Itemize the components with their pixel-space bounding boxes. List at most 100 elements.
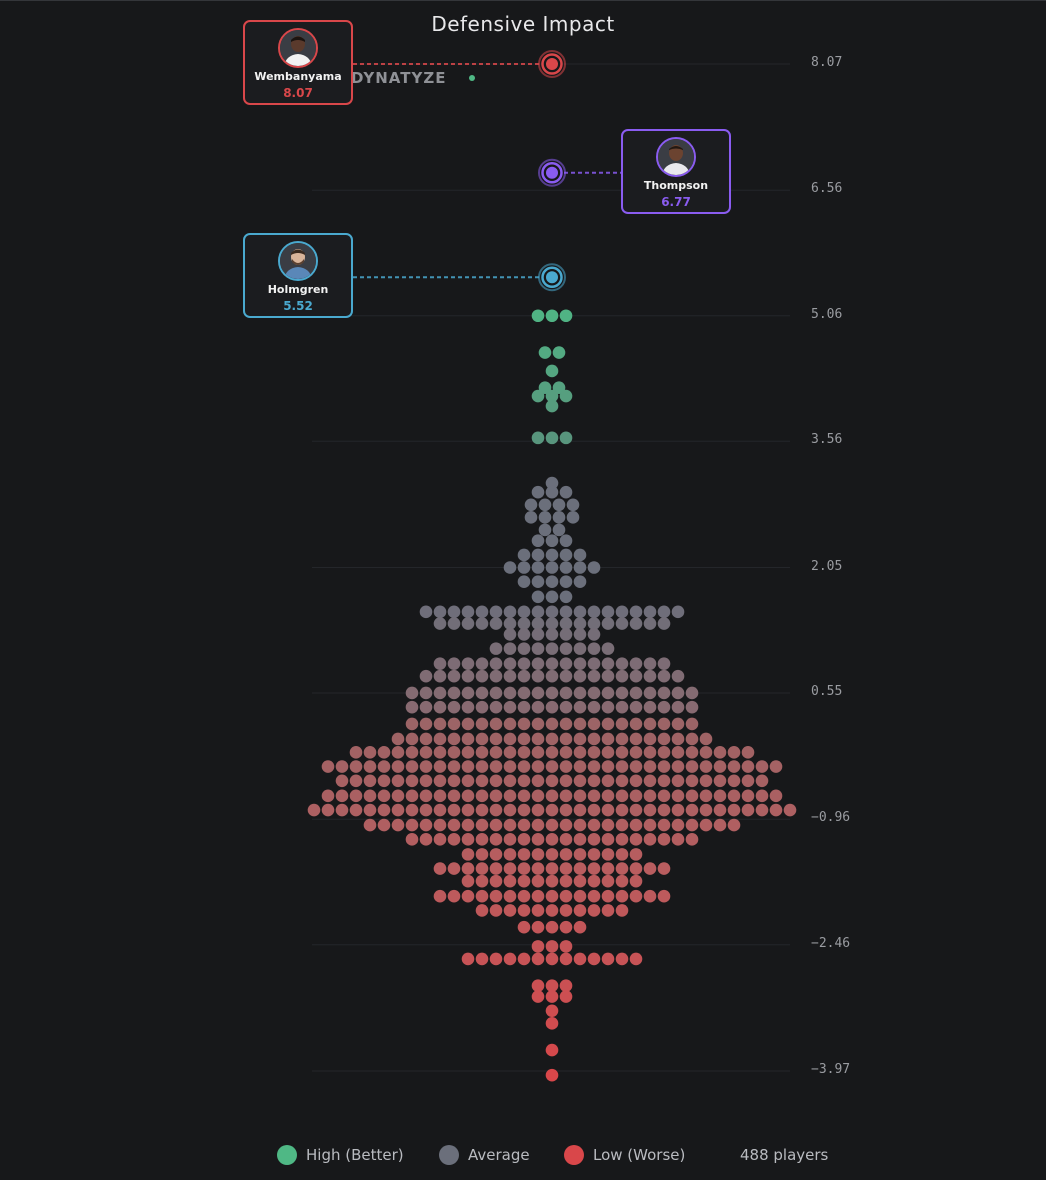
player-dot <box>517 848 531 861</box>
player-dot <box>741 774 755 788</box>
player-dot <box>643 818 657 832</box>
legend: High (Better) Average Low (Worse) 488 pl… <box>0 1145 1046 1167</box>
player-dot <box>601 862 615 875</box>
player-dot <box>538 523 552 537</box>
player-dot <box>531 548 545 562</box>
player-dot <box>489 904 503 917</box>
player-dot <box>321 760 335 773</box>
player-dot <box>545 561 559 574</box>
player-dot <box>531 309 545 323</box>
player-dot <box>559 803 573 817</box>
player-dot <box>601 686 615 700</box>
player-dot <box>685 803 699 817</box>
player-dot <box>559 590 573 604</box>
player-dot <box>615 686 629 700</box>
player-dot <box>545 548 559 562</box>
player-dot <box>419 700 433 714</box>
player-dot <box>461 833 475 846</box>
player-card-thompson[interactable]: Thompson 6.77 <box>621 129 731 214</box>
player-dot <box>615 657 629 670</box>
player-dot <box>489 700 503 714</box>
player-dot <box>377 760 391 773</box>
player-dot <box>503 889 517 903</box>
legend-item-average[interactable]: Average <box>439 1145 530 1165</box>
player-dot <box>615 874 629 888</box>
legend-item-low[interactable]: Low (Worse) <box>564 1145 685 1165</box>
player-dot <box>601 774 615 788</box>
player-dot <box>447 818 461 832</box>
player-dot <box>601 642 615 655</box>
player-dot <box>615 848 629 861</box>
player-dot <box>545 818 559 832</box>
player-dot <box>559 862 573 875</box>
highlight-ring <box>538 263 566 292</box>
player-dot <box>615 617 629 630</box>
player-dot <box>601 617 615 630</box>
player-dot <box>545 605 559 619</box>
player-dot <box>573 889 587 903</box>
player-dot <box>671 818 685 832</box>
player-dot <box>587 617 601 630</box>
player-dot <box>685 746 699 759</box>
player-dot <box>559 309 573 323</box>
player-dot <box>419 833 433 846</box>
player-dot <box>363 789 377 803</box>
player-dot <box>629 774 643 788</box>
player-dot <box>538 498 552 512</box>
player-dot <box>517 904 531 917</box>
player-dot <box>475 789 489 803</box>
player-dot <box>545 389 559 403</box>
player-dot <box>433 605 447 619</box>
player-dot <box>503 862 517 875</box>
player-dot <box>531 920 545 934</box>
player-dot <box>489 862 503 875</box>
player-dot <box>545 904 559 917</box>
player-dot <box>517 732 531 746</box>
player-dot <box>433 760 447 773</box>
player-dot <box>587 862 601 875</box>
player-dot <box>531 760 545 773</box>
player-dot <box>671 760 685 773</box>
player-dot <box>769 789 783 803</box>
player-dot <box>699 732 713 746</box>
player-card-wembanyama[interactable]: Wembanyama 8.07 <box>243 20 353 105</box>
player-dot <box>391 774 405 788</box>
player-dot <box>517 628 531 641</box>
highlight-ring <box>538 158 566 187</box>
player-dot <box>489 746 503 759</box>
player-dot <box>601 952 615 966</box>
player-dot <box>559 700 573 714</box>
player-dot <box>643 789 657 803</box>
player-dot <box>517 686 531 700</box>
highlight-ring <box>538 50 566 78</box>
player-avatar <box>656 137 696 177</box>
player-dot <box>489 889 503 903</box>
player-dot <box>545 669 559 683</box>
y-tick-label: 3.56 <box>811 432 843 448</box>
player-dot <box>699 746 713 759</box>
player-dot <box>517 617 531 630</box>
player-dot <box>419 732 433 746</box>
player-dot <box>573 746 587 759</box>
player-dot <box>447 657 461 670</box>
player-dot <box>475 774 489 788</box>
player-dot <box>559 628 573 641</box>
player-card-holmgren[interactable]: Holmgren 5.52 <box>243 233 353 318</box>
player-dot <box>447 889 461 903</box>
player-dot <box>531 979 545 992</box>
player-dot <box>671 789 685 803</box>
player-dot <box>447 760 461 773</box>
player-dot <box>573 605 587 619</box>
player-dot <box>545 534 559 548</box>
player-dot <box>503 803 517 817</box>
player-dot <box>503 952 517 966</box>
player-dot <box>601 669 615 683</box>
player-dot <box>573 732 587 746</box>
player-dot <box>615 700 629 714</box>
player-dot <box>573 920 587 934</box>
player-dot <box>657 803 671 817</box>
player-dot <box>615 862 629 875</box>
legend-item-high[interactable]: High (Better) <box>277 1145 404 1165</box>
player-dot <box>657 746 671 759</box>
player-dot <box>517 605 531 619</box>
